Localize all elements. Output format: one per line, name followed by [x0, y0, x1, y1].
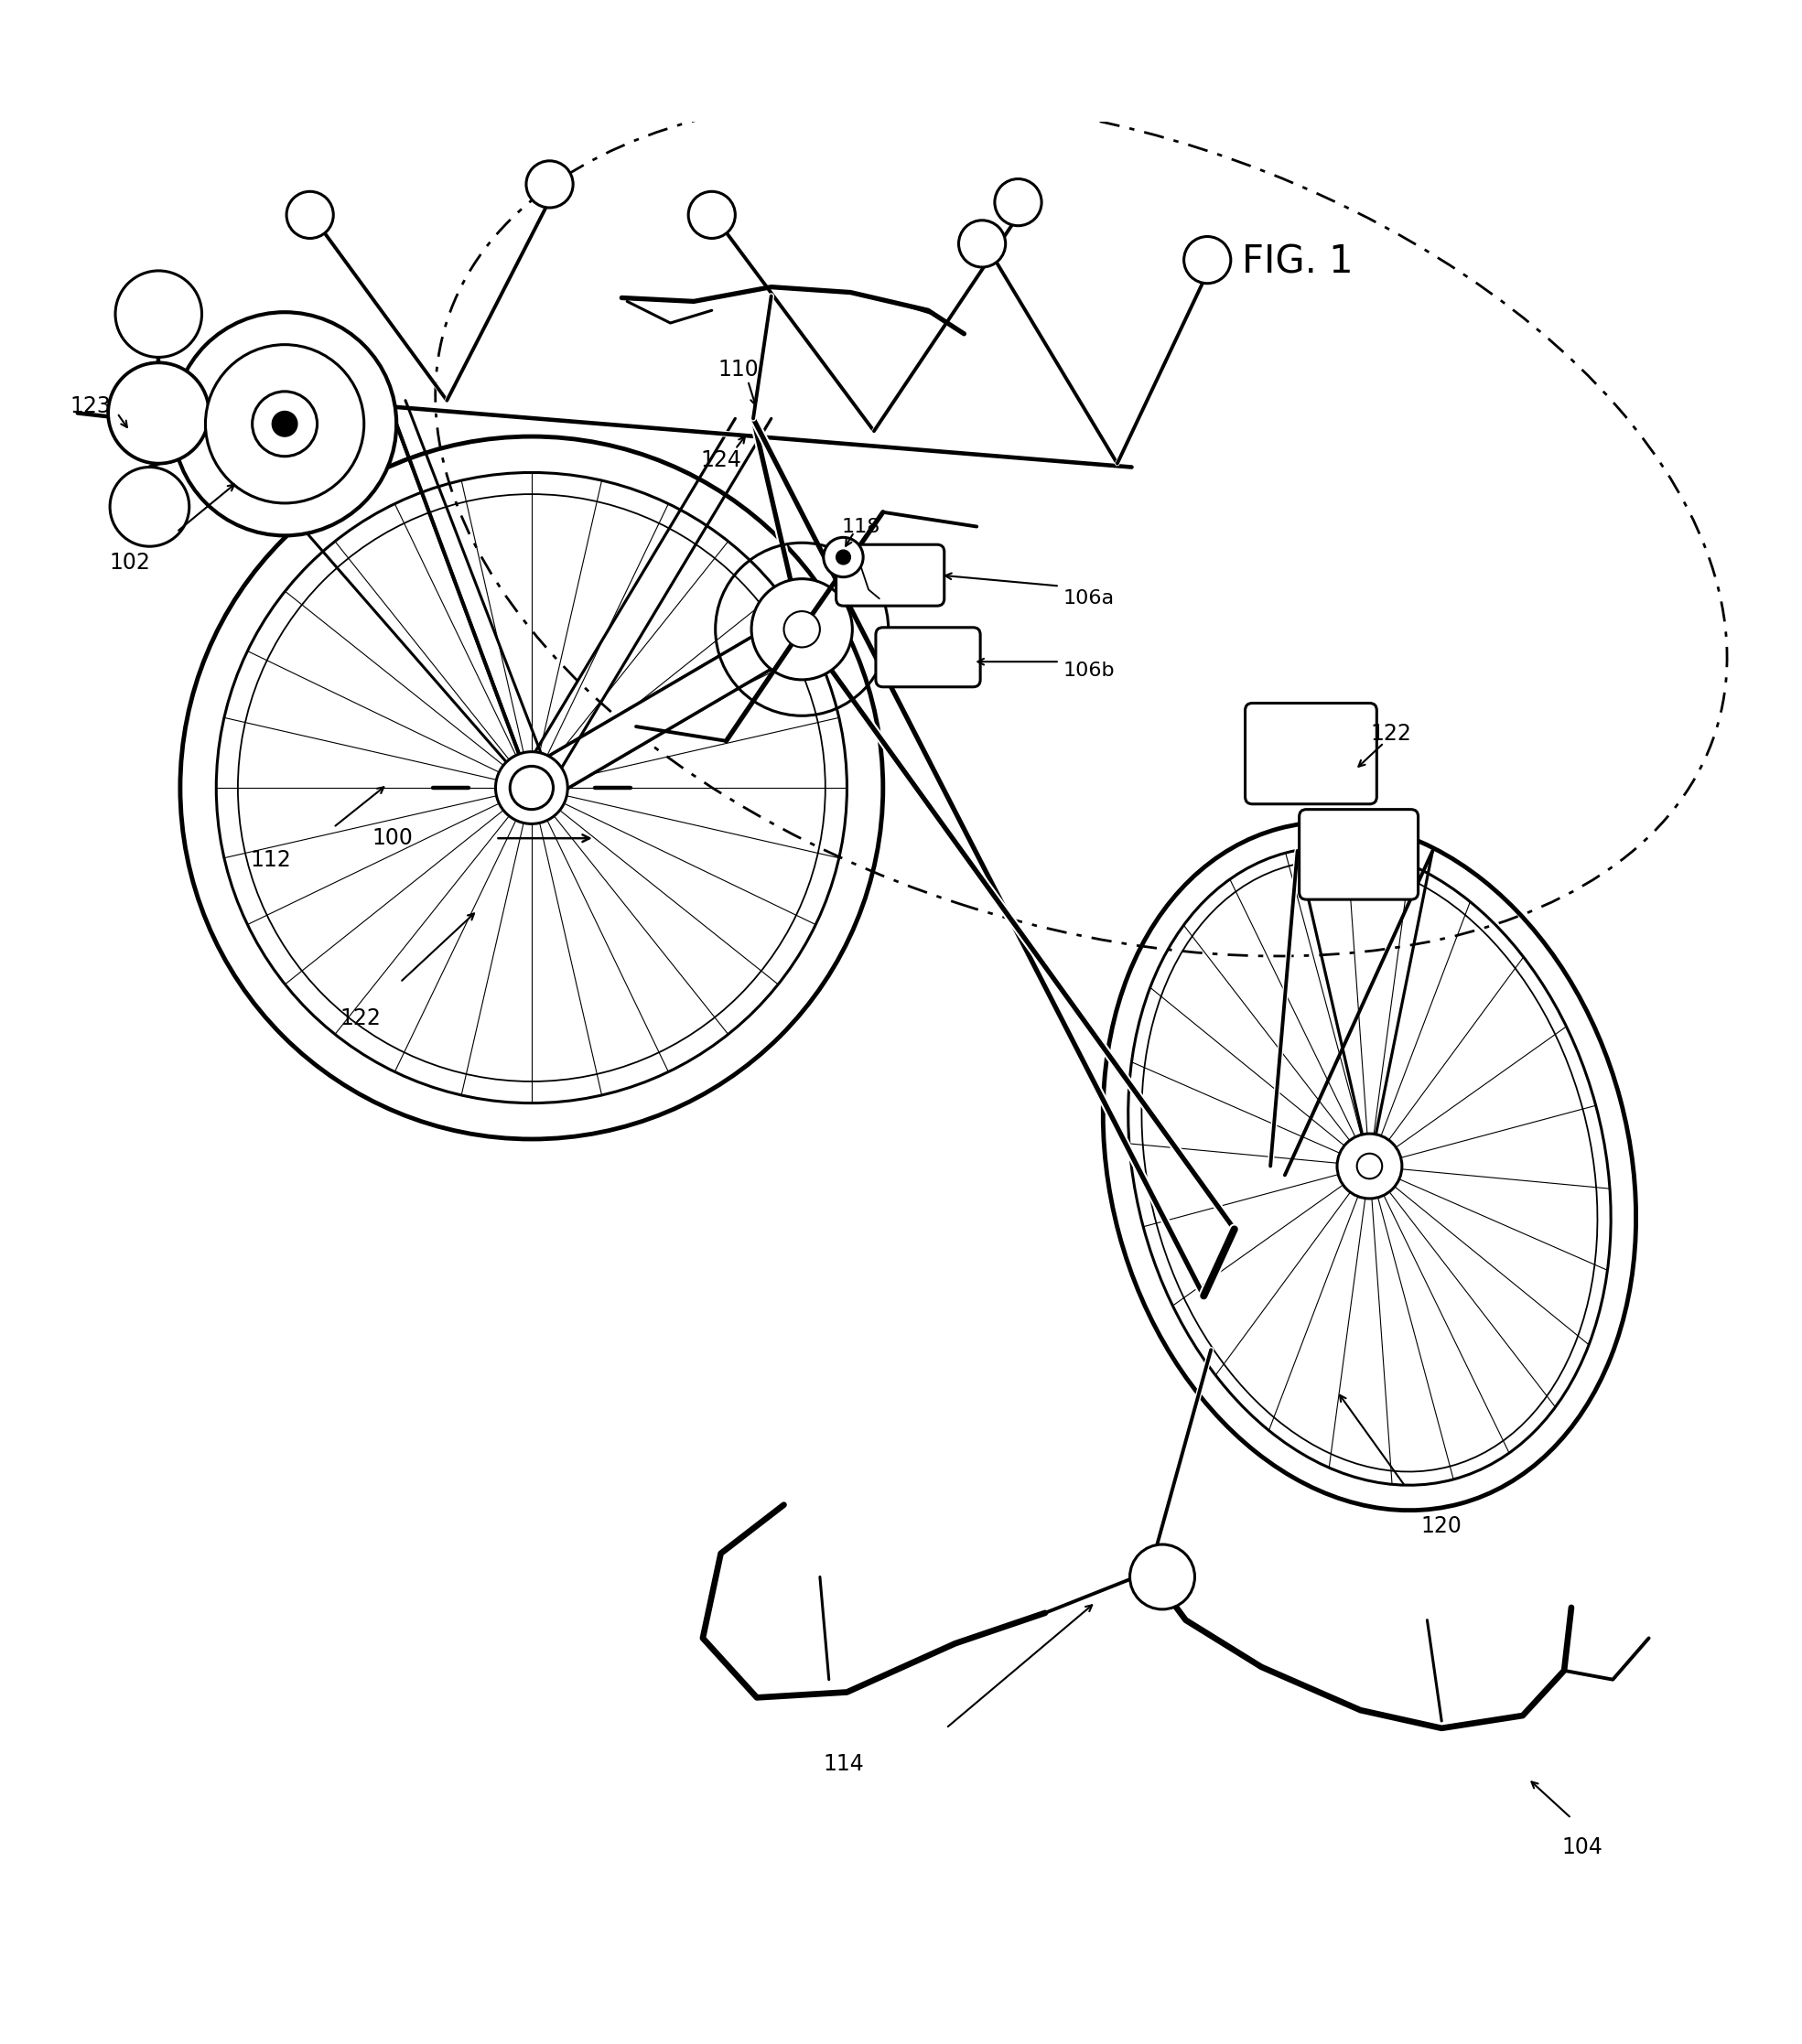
Text: 100: 100 — [373, 828, 413, 848]
Circle shape — [173, 313, 396, 536]
Text: 120: 120 — [1422, 1515, 1461, 1537]
Circle shape — [1337, 1134, 1402, 1198]
Circle shape — [824, 538, 863, 576]
Circle shape — [510, 766, 553, 809]
Circle shape — [496, 752, 568, 824]
Circle shape — [784, 611, 820, 648]
Circle shape — [108, 362, 209, 464]
Text: 114: 114 — [824, 1754, 863, 1774]
Text: 123: 123 — [70, 394, 110, 417]
Text: 118: 118 — [842, 517, 881, 536]
Circle shape — [1357, 1153, 1382, 1179]
Text: 102: 102 — [110, 552, 150, 574]
FancyBboxPatch shape — [1299, 809, 1418, 899]
Text: FIG. 1: FIG. 1 — [1242, 243, 1353, 280]
Circle shape — [526, 161, 573, 208]
Circle shape — [1184, 237, 1231, 284]
Text: 122: 122 — [1371, 724, 1411, 744]
FancyBboxPatch shape — [876, 628, 980, 687]
Circle shape — [995, 180, 1042, 225]
Text: 112: 112 — [250, 848, 290, 871]
Circle shape — [272, 411, 297, 437]
Circle shape — [959, 221, 1006, 268]
Text: 110: 110 — [719, 360, 759, 380]
Circle shape — [115, 270, 202, 358]
Circle shape — [836, 550, 851, 564]
FancyBboxPatch shape — [1245, 703, 1377, 803]
Polygon shape — [532, 607, 802, 809]
Circle shape — [517, 773, 546, 801]
Text: 106b: 106b — [1063, 662, 1115, 681]
Circle shape — [205, 345, 364, 503]
Text: 106a: 106a — [1063, 589, 1115, 607]
Text: 104: 104 — [1562, 1836, 1602, 1858]
Circle shape — [110, 468, 189, 546]
Text: 122: 122 — [341, 1008, 380, 1030]
Circle shape — [252, 392, 317, 456]
Circle shape — [287, 192, 333, 239]
Text: 124: 124 — [701, 450, 741, 470]
Circle shape — [688, 192, 735, 239]
Circle shape — [751, 578, 852, 681]
Circle shape — [1130, 1545, 1195, 1609]
FancyBboxPatch shape — [836, 544, 944, 605]
